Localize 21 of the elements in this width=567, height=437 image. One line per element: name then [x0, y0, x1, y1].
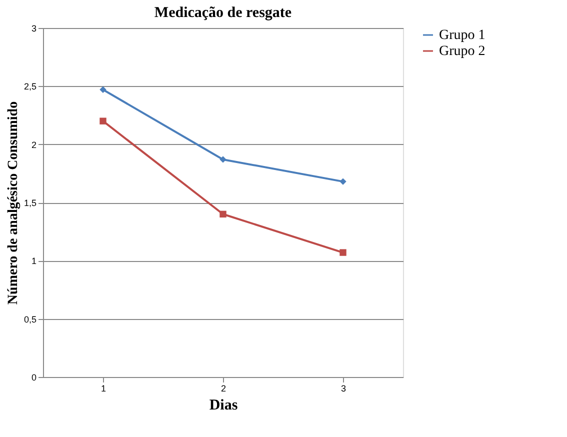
- x-tick-label: 1: [100, 384, 106, 394]
- y-tick-label: 0: [31, 372, 36, 382]
- y-tick-label: 1: [31, 256, 36, 266]
- y-tick-label: 3: [31, 24, 36, 34]
- point: [340, 249, 346, 256]
- point: [220, 210, 226, 218]
- point: [100, 118, 106, 124]
- y-tick-label: 1,5: [24, 198, 36, 208]
- y-tick-label: 0,5: [24, 314, 36, 324]
- y-axis-title: Número de analgésico Consumido: [6, 101, 21, 305]
- legend-label: Grupo 1: [439, 28, 486, 43]
- x-axis-title: Dias: [209, 398, 238, 414]
- chart-title: Medicação de resgate: [154, 5, 292, 21]
- point: [340, 178, 346, 185]
- x-tick-label: 2: [220, 384, 226, 394]
- y-tick-label: 2,5: [24, 82, 36, 92]
- legend-label: Grupo 2: [439, 44, 486, 59]
- point: [220, 156, 226, 163]
- y-tick-label: 2: [31, 140, 36, 150]
- point: [100, 86, 106, 94]
- x-tick-label: 3: [340, 384, 346, 394]
